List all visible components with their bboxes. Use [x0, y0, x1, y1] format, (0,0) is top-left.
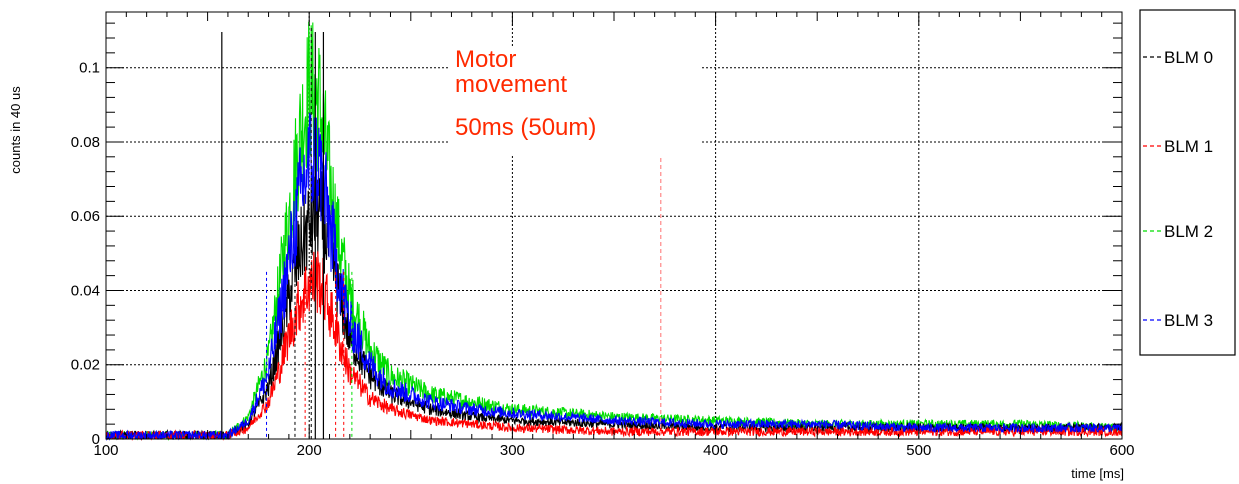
y-tick-label: 0	[92, 431, 100, 448]
series-lines	[105, 21, 1123, 442]
x-tick-label: 600	[1109, 442, 1134, 459]
y-tick-label: 0.02	[71, 357, 100, 374]
annotation-motor-movement: Motor movement 50ms (50um)	[449, 47, 701, 155]
x-tick-label: 200	[297, 442, 322, 459]
x-tick-label: 400	[703, 442, 728, 459]
y-axis-label: counts in 40 us	[8, 86, 23, 174]
legend-label: BLM 1	[1164, 137, 1213, 156]
legend-box	[1139, 9, 1236, 356]
marker-lines	[221, 28, 662, 439]
y-tick-label: 0.08	[71, 134, 100, 151]
x-tick-label: 100	[93, 442, 118, 459]
axis-ticks: 100 200 300 400 500 600 0 0.02 0.04 0.06 0.08 0.1	[71, 12, 1135, 459]
legend-label: BLM 0	[1164, 48, 1213, 67]
series-line-blm-0	[105, 165, 1123, 441]
series-line-blm-3	[105, 112, 1123, 441]
y-tick-label: 0.04	[71, 282, 100, 299]
legend-label: BLM 2	[1164, 222, 1213, 241]
x-axis-label: time [ms]	[1071, 466, 1124, 481]
annotation-line-3: 50ms (50um)	[455, 114, 597, 141]
y-tick-label: 0.06	[71, 208, 100, 225]
x-tick-label: 500	[906, 442, 931, 459]
y-tick-label: 0.1	[79, 60, 100, 77]
legend-label: BLM 3	[1164, 311, 1213, 330]
legend: BLM 0 BLM 1 BLM 2 BLM 3	[1139, 9, 1236, 356]
x-tick-label: 300	[500, 442, 525, 459]
annotation-line-1: Motor	[455, 46, 517, 73]
annotation-line-2: movement	[455, 71, 568, 98]
